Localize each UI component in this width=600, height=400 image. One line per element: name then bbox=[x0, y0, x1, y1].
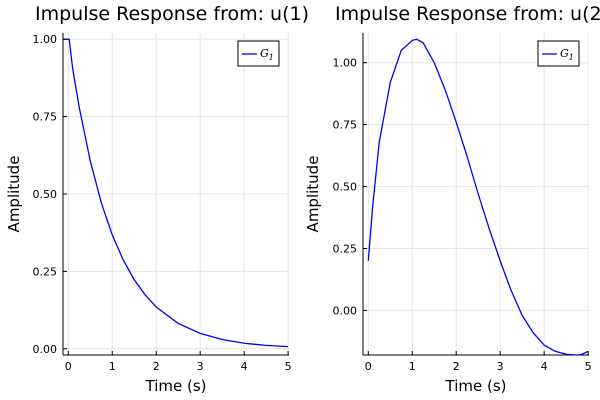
x-tick-label: 3 bbox=[497, 360, 504, 373]
y-tick-label: 0.00 bbox=[333, 304, 358, 317]
y-tick-labels: 0.00 0.25 0.50 0.75 1.00 bbox=[33, 33, 58, 356]
series-line-0 bbox=[367, 38, 589, 356]
y-tick-label: 0.50 bbox=[33, 188, 58, 201]
grid bbox=[63, 33, 289, 355]
grid bbox=[363, 33, 589, 355]
series-line-0 bbox=[63, 38, 289, 348]
x-tick-label: 0 bbox=[65, 360, 72, 373]
y-tick-label: 0.50 bbox=[333, 181, 358, 194]
series-lines bbox=[63, 38, 289, 348]
chart-title: Impulse Response from: u(2) bbox=[335, 3, 600, 25]
legend-label: G1 bbox=[560, 47, 574, 62]
legend-label: G1 bbox=[260, 47, 274, 62]
y-tick-label: 1.00 bbox=[33, 33, 58, 46]
y-axis-label: Amplitude bbox=[5, 156, 23, 233]
x-tick-label: 2 bbox=[453, 360, 460, 373]
x-axis-label: Time (s) bbox=[445, 377, 507, 395]
series-lines bbox=[367, 38, 589, 356]
x-tick-label: 4 bbox=[241, 360, 248, 373]
y-tick-label: 0.75 bbox=[333, 119, 358, 132]
x-tick-label: 4 bbox=[541, 360, 548, 373]
x-tick-label: 3 bbox=[197, 360, 204, 373]
legend: G1 bbox=[537, 40, 580, 67]
x-tick-label: 2 bbox=[153, 360, 160, 373]
y-tick-label: 0.25 bbox=[333, 242, 358, 255]
y-tick-label: 0.00 bbox=[33, 343, 58, 356]
x-tick-label: 1 bbox=[109, 360, 116, 373]
y-tick-labels: 0.00 0.25 0.50 0.75 1.00 bbox=[333, 57, 358, 318]
y-tick-label: 0.25 bbox=[33, 265, 58, 278]
x-tick-labels: 0 1 2 3 4 5 bbox=[65, 360, 292, 373]
y-axis-label: Amplitude bbox=[304, 156, 322, 233]
y-tick-label: 1.00 bbox=[333, 57, 358, 70]
x-tick-label: 5 bbox=[285, 360, 292, 373]
x-tick-label: 5 bbox=[585, 360, 592, 373]
legend: G1 bbox=[237, 40, 280, 67]
x-axis-label: Time (s) bbox=[145, 377, 207, 395]
x-tick-label: 1 bbox=[409, 360, 416, 373]
x-tick-labels: 0 1 2 3 4 5 bbox=[365, 360, 592, 373]
chart-title: Impulse Response from: u(1) bbox=[35, 3, 309, 25]
x-tick-label: 0 bbox=[365, 360, 372, 373]
y-tick-label: 0.75 bbox=[33, 111, 58, 124]
